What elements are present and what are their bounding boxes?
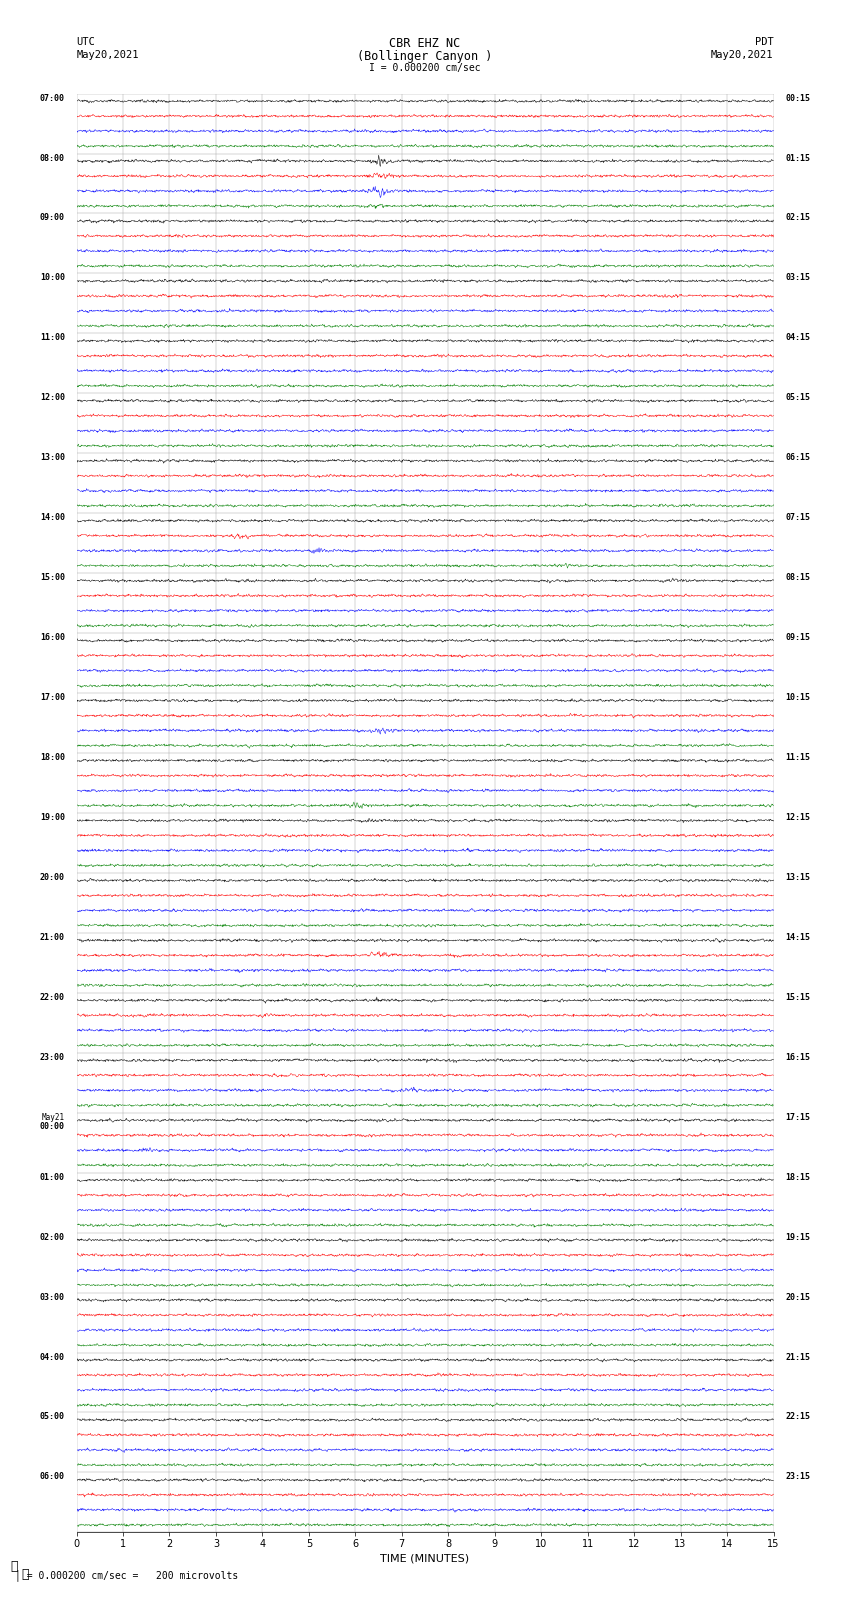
Text: 22:00: 22:00 bbox=[40, 994, 65, 1002]
Text: 08:00: 08:00 bbox=[40, 153, 65, 163]
Text: 01:15: 01:15 bbox=[785, 153, 810, 163]
Text: 00:15: 00:15 bbox=[785, 94, 810, 103]
Text: 11:15: 11:15 bbox=[785, 753, 810, 761]
Text: CBR EHZ NC: CBR EHZ NC bbox=[389, 37, 461, 50]
Text: 23:15: 23:15 bbox=[785, 1473, 810, 1481]
Text: 09:15: 09:15 bbox=[785, 634, 810, 642]
Text: 02:00: 02:00 bbox=[40, 1232, 65, 1242]
Text: │ = 0.000200 cm/sec =   200 microvolts: │ = 0.000200 cm/sec = 200 microvolts bbox=[15, 1569, 239, 1581]
Text: ⎸: ⎸ bbox=[10, 1560, 18, 1573]
Text: 11:00: 11:00 bbox=[40, 334, 65, 342]
Text: 22:15: 22:15 bbox=[785, 1413, 810, 1421]
Text: PDT: PDT bbox=[755, 37, 774, 47]
Text: 20:00: 20:00 bbox=[40, 873, 65, 882]
Text: 07:00: 07:00 bbox=[40, 94, 65, 103]
Text: 16:00: 16:00 bbox=[40, 634, 65, 642]
Text: 10:00: 10:00 bbox=[40, 274, 65, 282]
Text: 20:15: 20:15 bbox=[785, 1292, 810, 1302]
Text: 13:00: 13:00 bbox=[40, 453, 65, 463]
Text: 17:00: 17:00 bbox=[40, 694, 65, 702]
Text: 01:00: 01:00 bbox=[40, 1173, 65, 1182]
Text: (Bollinger Canyon ): (Bollinger Canyon ) bbox=[357, 50, 493, 63]
Text: May20,2021: May20,2021 bbox=[76, 50, 139, 60]
Text: 15:00: 15:00 bbox=[40, 573, 65, 582]
Text: 06:15: 06:15 bbox=[785, 453, 810, 463]
Text: 17:15: 17:15 bbox=[785, 1113, 810, 1121]
Text: 12:15: 12:15 bbox=[785, 813, 810, 823]
Text: May20,2021: May20,2021 bbox=[711, 50, 774, 60]
Text: 00:00: 00:00 bbox=[40, 1121, 65, 1131]
Text: 16:15: 16:15 bbox=[785, 1053, 810, 1061]
Text: 04:15: 04:15 bbox=[785, 334, 810, 342]
Text: 19:00: 19:00 bbox=[40, 813, 65, 823]
Text: 15:15: 15:15 bbox=[785, 994, 810, 1002]
Text: 14:15: 14:15 bbox=[785, 932, 810, 942]
Text: ⎸: ⎸ bbox=[7, 1568, 29, 1581]
Text: 05:00: 05:00 bbox=[40, 1413, 65, 1421]
Text: UTC: UTC bbox=[76, 37, 95, 47]
Text: May21: May21 bbox=[42, 1113, 65, 1121]
Text: 03:15: 03:15 bbox=[785, 274, 810, 282]
Text: 18:15: 18:15 bbox=[785, 1173, 810, 1182]
Text: 03:00: 03:00 bbox=[40, 1292, 65, 1302]
Text: 10:15: 10:15 bbox=[785, 694, 810, 702]
Text: 05:15: 05:15 bbox=[785, 394, 810, 402]
Text: 21:00: 21:00 bbox=[40, 932, 65, 942]
Text: 09:00: 09:00 bbox=[40, 213, 65, 223]
Text: 07:15: 07:15 bbox=[785, 513, 810, 523]
Text: 12:00: 12:00 bbox=[40, 394, 65, 402]
Text: 06:00: 06:00 bbox=[40, 1473, 65, 1481]
Text: 23:00: 23:00 bbox=[40, 1053, 65, 1061]
Text: 18:00: 18:00 bbox=[40, 753, 65, 761]
Text: 08:15: 08:15 bbox=[785, 573, 810, 582]
Text: 14:00: 14:00 bbox=[40, 513, 65, 523]
Text: 19:15: 19:15 bbox=[785, 1232, 810, 1242]
Text: 13:15: 13:15 bbox=[785, 873, 810, 882]
X-axis label: TIME (MINUTES): TIME (MINUTES) bbox=[381, 1553, 469, 1563]
Text: 02:15: 02:15 bbox=[785, 213, 810, 223]
Text: 21:15: 21:15 bbox=[785, 1352, 810, 1361]
Text: 04:00: 04:00 bbox=[40, 1352, 65, 1361]
Text: I = 0.000200 cm/sec: I = 0.000200 cm/sec bbox=[369, 63, 481, 73]
